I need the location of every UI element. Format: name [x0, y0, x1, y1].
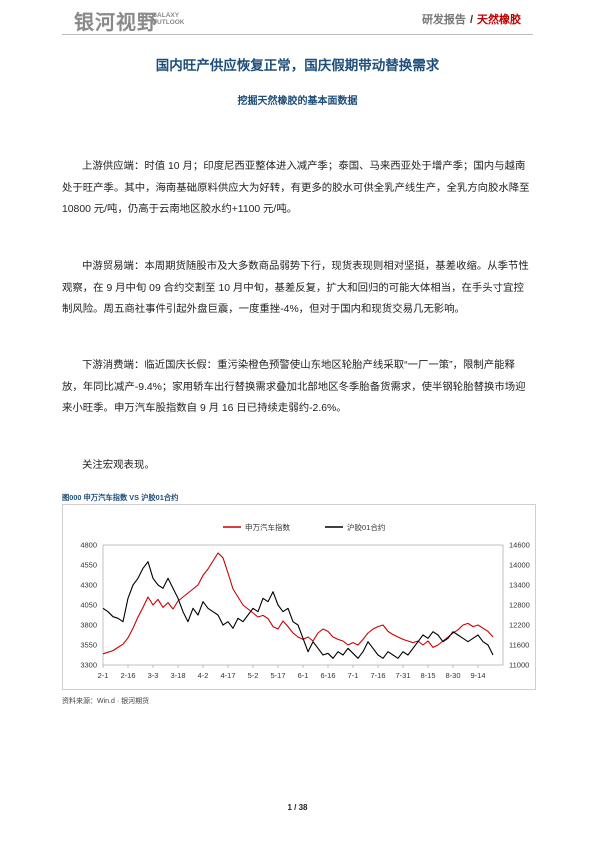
y-right-tick-label: 13400	[509, 581, 530, 590]
figure-caption: 图000 申万汽车指数 VS 沪胶01合约	[62, 493, 179, 502]
report-subtitle: 挖掘天然橡胶的基本面数据	[237, 96, 358, 107]
logo-en-line-2: OUTLOOK	[152, 19, 185, 26]
y-left-tick-label: 3300	[80, 661, 97, 670]
y-left-tick-label: 3550	[80, 641, 97, 650]
header-divider	[62, 34, 533, 35]
series-line-rubber-01	[102, 561, 494, 659]
y-left-tick-label: 4550	[80, 561, 97, 570]
x-tick-label: 7-1	[348, 671, 359, 680]
header-separator: /	[469, 14, 473, 26]
x-tick-label: 6-16	[320, 671, 335, 680]
x-tick-label: 4-17	[220, 671, 235, 680]
y-left-tick-label: 4050	[80, 601, 97, 610]
x-tick-label: 7-16	[370, 671, 385, 680]
x-tick-label: 8-30	[445, 671, 460, 680]
logo-brand-cn: 银河视野	[74, 12, 158, 34]
y-left-tick-label: 3800	[80, 621, 97, 630]
plot-area-border	[102, 544, 504, 666]
header-category: 研发报告 / 天然橡胶	[422, 11, 521, 27]
legend-label: 申万汽车指数	[245, 522, 290, 532]
y-right-tick-label: 14600	[509, 541, 530, 550]
y-right-tick-label: 11600	[509, 641, 529, 650]
y-right-tick-label: 11000	[509, 661, 529, 670]
page-number: 1 / 38	[287, 803, 308, 812]
x-tick-label: 4-2	[198, 671, 209, 680]
header-topic: 天然橡胶	[477, 14, 521, 26]
x-tick-label: 8-15	[420, 671, 435, 680]
figure-source: 资料来源：Win.d · 银河期货	[62, 698, 150, 705]
report-title: 国内旺产供应恢复正常，国庆假期带动替换需求	[155, 58, 440, 73]
x-tick-label: 5-2	[248, 671, 259, 680]
x-tick-label: 9-14	[470, 671, 485, 680]
logo-brand-en: GALAXY OUTLOOK	[152, 12, 185, 26]
x-tick-label: 6-1	[298, 671, 309, 680]
x-tick-label: 2-16	[120, 671, 135, 680]
x-tick-label: 3-3	[148, 671, 159, 680]
x-tick-label: 2-1	[98, 671, 109, 680]
x-tick-label: 5-17	[270, 671, 285, 680]
y-right-tick-label: 12800	[509, 601, 530, 610]
line-chart: 4800 4550 4300 4050 3800 3550 3300 14600 14000 13…	[80, 522, 530, 680]
y-right-tick-label: 14000	[509, 561, 530, 570]
header-section: 研发报告	[421, 14, 466, 26]
legend-label: 沪胶01合约	[347, 522, 385, 532]
paragraph-upstream: 上游供应端：时值 10 月；印度尼西亚整体进入减产季；泰国、马来西亚处于增产季；…	[62, 161, 530, 215]
logo-en-line-1: GALAXY	[152, 12, 180, 19]
series-line-auto-index	[102, 552, 494, 655]
y-right-tick-label: 12200	[509, 621, 530, 630]
x-tick-label: 3-18	[170, 671, 185, 680]
x-tick-label: 7-31	[395, 671, 410, 680]
y-left-tick-label: 4800	[80, 541, 97, 550]
paragraph-macro: 关注宏观表现。	[82, 460, 155, 471]
y-left-tick-label: 4300	[80, 581, 97, 590]
paragraph-midstream: 中游贸易端：本周期货随股市及大多数商品弱势下行，现货表现则相对坚挺，基差收缩。从…	[62, 261, 529, 315]
paragraph-downstream: 下游消费端：临近国庆长假：重污染橙色预警使山东地区轮胎产线采取“一厂一策”，限制…	[62, 360, 526, 414]
chart-frame: 4800 4550 4300 4050 3800 3550 3300 14600 14000 13…	[62, 504, 536, 690]
